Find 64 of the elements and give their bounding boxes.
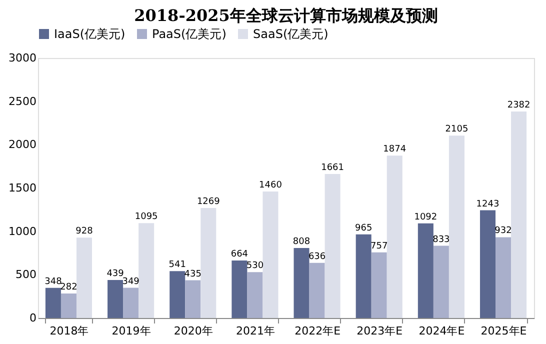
x-tick-label: 2019年 [112,324,151,338]
bar [294,248,310,318]
bar [185,280,201,318]
data-label: 808 [292,236,310,247]
bar [433,246,449,318]
bar [386,156,402,318]
bar [511,112,527,318]
bar [324,174,340,318]
data-label: 664 [230,249,248,260]
data-label: 348 [44,276,62,287]
bar [371,252,387,318]
y-tick-label: 3000 [8,52,36,64]
data-label: 1095 [134,212,158,222]
bar [60,294,76,318]
bar [496,237,512,318]
x-tick-label: 2020年 [174,324,213,338]
data-label: 1460 [259,180,282,190]
y-tick-label: 0 [30,312,36,324]
x-tick-label: 2018年 [50,324,89,338]
y-tick-label: 500 [16,268,36,282]
data-label: 1874 [383,144,406,155]
bar [138,223,154,318]
chart-title: 2018-2025年全球云计算市场规模及预测 [134,6,438,25]
legend-label: SaaS(亿美元) [253,27,328,41]
y-tick-label: 2500 [8,94,36,108]
bar [418,223,434,318]
bar [480,210,496,318]
bar [247,272,263,318]
data-label: 965 [355,223,372,234]
bar [123,288,139,318]
bar [170,271,186,318]
bar [356,234,372,318]
data-label: 2382 [507,100,530,111]
bar [45,288,61,318]
data-label: 757 [370,241,388,252]
data-label: 1269 [196,197,220,208]
x-tick-label: 2025年E [480,324,527,338]
bar [448,136,464,318]
data-label: 2105 [445,124,468,135]
bar [108,280,124,318]
data-label: 636 [308,252,326,262]
x-tick-label: 2023年E [356,324,403,338]
legend-label: PaaS(亿美元) [152,27,226,41]
x-tick-label: 2024年E [418,324,465,338]
data-label: 1243 [476,199,500,210]
data-label: 349 [122,276,140,287]
bar [76,238,92,318]
bar [200,208,216,318]
data-label: 1092 [414,212,438,222]
x-tick-label: 2021年 [236,324,275,338]
y-tick-label: 1500 [8,182,36,194]
bar [309,262,325,318]
y-tick-label: 1000 [8,224,36,238]
data-label: 530 [246,261,264,272]
data-label: 541 [168,260,186,270]
legend-label: IaaS(亿美元) [54,27,126,41]
data-label: 282 [60,282,78,293]
x-tick-label: 2022年E [294,324,341,338]
data-label: 439 [106,268,124,279]
y-tick-label: 2000 [8,138,36,152]
bar [232,260,248,318]
data-label: 928 [76,226,94,237]
bar [262,191,278,318]
data-label: 1661 [321,163,344,174]
